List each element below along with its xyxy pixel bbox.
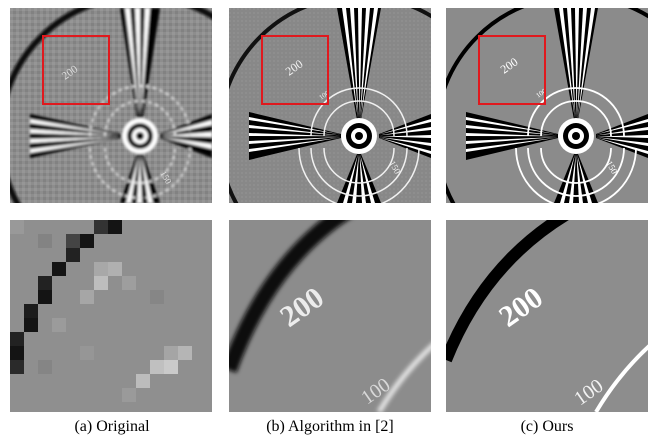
panel-algorithm-zoom: 200 100 — [229, 220, 431, 412]
horizontal-wedge — [466, 112, 648, 160]
vertical-wedge — [554, 8, 598, 203]
vertical-wedge — [337, 8, 381, 203]
zoom-ours: 200 100 — [446, 220, 648, 412]
resolution-chart-algorithm: 200 100 150 — [229, 8, 431, 203]
dark-edge — [229, 220, 349, 373]
panel-original-full: 200 150 — [10, 8, 212, 203]
panel-ours-zoom: 200 100 — [446, 220, 648, 412]
resolution-chart-original: 200 150 — [10, 8, 212, 203]
panel-algorithm-full: 200 100 150 — [229, 8, 431, 203]
light-arc — [376, 343, 431, 412]
arcs — [515, 87, 637, 203]
dark-edge — [446, 220, 569, 363]
light-arc — [594, 344, 648, 412]
dark-edge — [10, 220, 122, 374]
caption-ours: (c) Ours — [520, 418, 574, 435]
horizontal-wedge — [30, 114, 212, 158]
caption-original: (a) Original — [74, 418, 150, 435]
panel-ours-full: 200 100 150 — [446, 8, 648, 203]
zoom-original — [10, 220, 212, 412]
panel-original-zoom — [10, 220, 212, 412]
highlight-box — [478, 35, 546, 105]
vertical-wedge — [120, 8, 160, 203]
horizontal-wedge — [249, 112, 431, 160]
zoom-algorithm: 200 100 — [229, 220, 431, 412]
dashed-arcs — [89, 85, 191, 199]
arcs — [298, 87, 420, 203]
pixel-blocks — [10, 220, 212, 412]
highlight-box — [42, 35, 110, 105]
caption-algorithm: (b) Algorithm in [2] — [266, 418, 394, 435]
highlight-box — [261, 35, 329, 105]
resolution-chart-ours: 200 100 150 — [446, 8, 648, 203]
